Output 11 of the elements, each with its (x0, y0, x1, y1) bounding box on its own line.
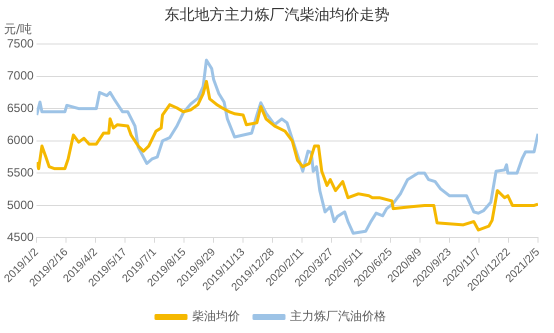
y-tick-label: 7500 (6, 36, 34, 50)
y-tick-label: 6000 (6, 133, 34, 148)
legend-label: 主力炼厂汽油价格 (290, 309, 386, 324)
chart-title: 东北地方主力炼厂汽柴油均价走势 (164, 5, 390, 24)
y-tick-label: 4500 (6, 230, 34, 244)
legend-label: 柴油均价 (192, 309, 240, 324)
y-tick-label: 5000 (6, 198, 34, 212)
y-tick-label: 6500 (6, 100, 34, 115)
y-axis-title: 元/吨 (4, 22, 32, 36)
y-tick-label: 7000 (6, 68, 34, 83)
y-tick-label: 5500 (6, 165, 34, 180)
